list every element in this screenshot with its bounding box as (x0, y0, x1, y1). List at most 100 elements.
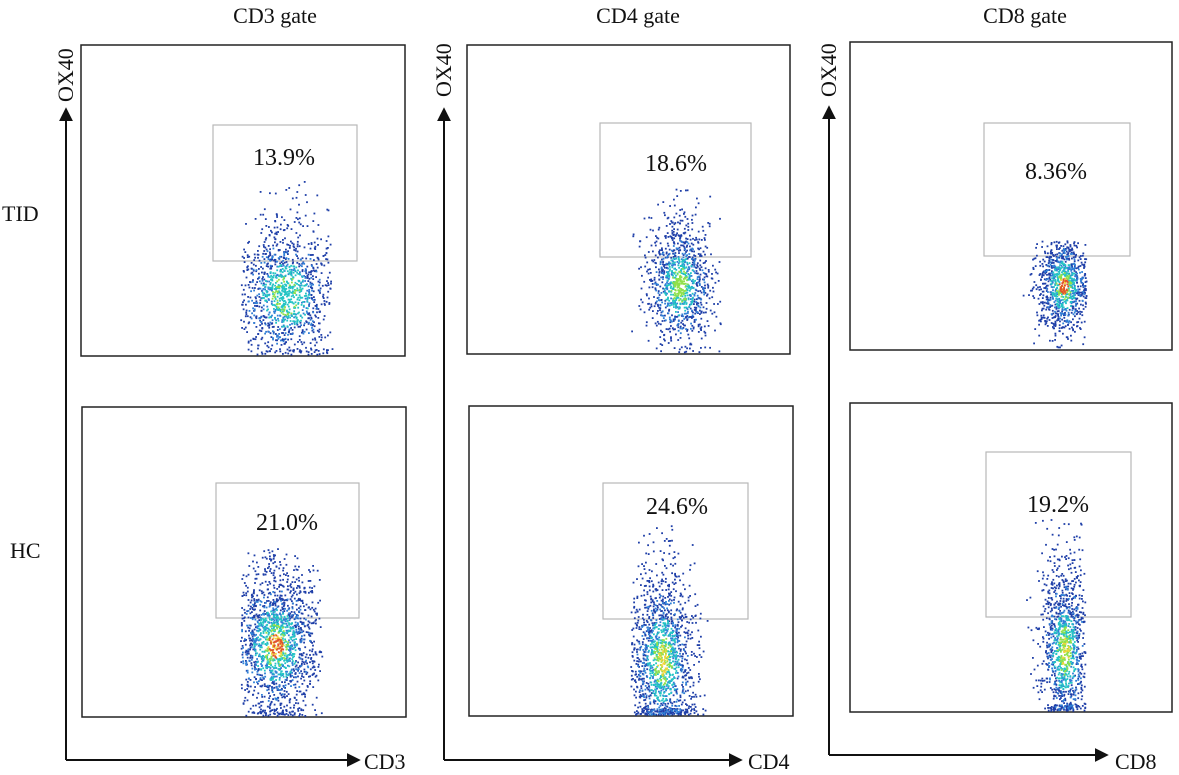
event-point (292, 589, 295, 591)
event-point (262, 288, 265, 290)
event-point (271, 687, 274, 690)
event-point (289, 271, 292, 273)
event-point (266, 344, 269, 347)
event-point (1066, 279, 1068, 282)
event-point (293, 655, 295, 658)
event-point (286, 293, 289, 295)
event-point (267, 600, 270, 602)
event-point (313, 298, 316, 301)
event-point (702, 250, 705, 253)
event-point (658, 278, 661, 281)
event-point (265, 237, 268, 239)
event-point (243, 582, 246, 584)
event-point (1064, 280, 1067, 283)
event-point (242, 702, 245, 705)
event-point (1053, 241, 1056, 244)
event-point (299, 314, 302, 317)
event-point (1067, 324, 1069, 326)
event-point (1051, 317, 1054, 319)
event-point (1066, 253, 1069, 256)
event-point (1055, 308, 1058, 310)
event-point (263, 695, 266, 698)
event-point (688, 266, 690, 268)
event-point (1065, 296, 1067, 299)
event-point (260, 316, 263, 319)
event-point (683, 699, 686, 702)
event-point (666, 281, 668, 284)
event-point (275, 624, 277, 627)
event-point (713, 311, 716, 314)
event-point (1082, 308, 1085, 310)
event-point (678, 282, 681, 285)
event-point (667, 282, 670, 285)
event-point (247, 296, 249, 298)
event-point (313, 672, 315, 675)
event-point (667, 272, 670, 275)
event-point (712, 286, 714, 289)
event-point (1068, 266, 1071, 268)
event-point (1059, 255, 1061, 257)
event-point (698, 267, 701, 270)
event-point (254, 296, 257, 299)
event-point (287, 674, 290, 677)
event-point (301, 574, 303, 576)
event-point (313, 660, 316, 663)
event-point (1051, 265, 1053, 267)
event-point (299, 284, 301, 287)
event-point (279, 613, 282, 616)
event-point (293, 644, 296, 647)
event-point (704, 267, 707, 270)
event-point (298, 350, 301, 353)
event-point (241, 623, 243, 626)
event-point (274, 625, 276, 628)
event-point (296, 622, 299, 624)
event-point (264, 619, 267, 622)
event-point (686, 276, 688, 279)
event-point (286, 670, 289, 673)
event-point (652, 250, 654, 253)
event-point (296, 261, 299, 264)
event-point (281, 631, 284, 634)
event-point (292, 576, 295, 579)
event-point (247, 341, 250, 344)
event-point (247, 616, 250, 619)
event-point (315, 349, 318, 351)
event-point (268, 652, 270, 655)
event-point (693, 261, 696, 263)
event-point (262, 612, 264, 615)
event-point (1041, 274, 1044, 277)
event-point (285, 655, 288, 658)
event-point (1048, 259, 1051, 262)
event-point (251, 299, 253, 302)
event-point (274, 276, 277, 279)
event-point (288, 622, 290, 625)
event-point (291, 278, 294, 280)
event-point (1075, 267, 1077, 270)
event-point (275, 319, 277, 322)
event-point (648, 216, 650, 219)
event-point (708, 225, 711, 228)
event-point (271, 304, 274, 306)
event-point (1043, 282, 1045, 285)
event-point (280, 636, 283, 639)
event-point (254, 654, 257, 657)
event-point (309, 680, 312, 683)
event-point (685, 289, 687, 292)
event-point (290, 636, 293, 638)
event-point (685, 312, 688, 315)
event-point (246, 586, 249, 589)
event-point (296, 323, 299, 326)
event-point (292, 350, 295, 353)
event-point (287, 258, 290, 260)
event-point (691, 214, 694, 217)
event-point (300, 282, 302, 285)
event-point (662, 290, 665, 293)
event-point (1073, 272, 1076, 275)
event-point (685, 237, 687, 240)
event-point (684, 242, 687, 244)
event-point (271, 286, 274, 288)
event-point (703, 694, 706, 697)
event-point (251, 629, 254, 632)
event-point (1065, 267, 1068, 269)
event-point (317, 257, 320, 260)
